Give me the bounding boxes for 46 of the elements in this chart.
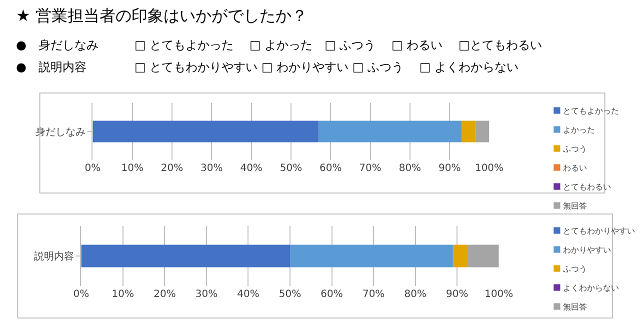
x-tick-label: 90% [438, 163, 461, 174]
bar [461, 120, 476, 142]
legend-label: よかった [562, 126, 595, 135]
legend-label: とてもわかりやすい [562, 226, 635, 236]
legend-label: よくわからない [562, 284, 619, 293]
x-tick-label: 100% [484, 289, 514, 300]
x-tick-label: 70% [359, 163, 382, 174]
bar [468, 244, 499, 268]
bar [452, 244, 468, 268]
x-tick-label: 50% [280, 163, 302, 174]
x-tick-label: 10% [112, 289, 134, 300]
legend-label: わかりやすい [562, 246, 611, 255]
legend-label: とてもわるい [562, 182, 611, 192]
x-tick-label: 90% [446, 289, 468, 300]
x-tick-label: 50% [278, 289, 302, 300]
x-tick-label: 30% [200, 163, 223, 174]
legend-label: ふつう [562, 264, 587, 274]
x-tick-label: 70% [362, 289, 385, 300]
x-tick-label: 80% [398, 163, 422, 174]
x-tick-label: 40% [237, 289, 260, 300]
legend-label: 無回答 [562, 202, 587, 211]
y-tick-label: 説明内容 [34, 250, 74, 262]
x-tick-label: 20% [154, 289, 176, 300]
legend-label: とてもよかった [562, 106, 619, 116]
legend-label: 無回答 [562, 302, 587, 312]
legend-label: わるい [562, 164, 587, 173]
x-tick-label: 100% [474, 163, 504, 174]
bar [475, 120, 490, 142]
x-tick-label: 40% [240, 163, 262, 174]
x-tick-label: 0% [73, 289, 90, 300]
text: ● 説明内容 □ とてもわかりやすい □ わかりやすい □ ふつう □ よくわからない [16, 60, 519, 74]
x-tick-label: 60% [320, 163, 342, 174]
y-tick-label: 身だしなみ [36, 126, 86, 138]
bar [290, 244, 453, 268]
chart-title: ★ 営業担当者の印象はいかがでしたか？ [16, 6, 308, 25]
bar [318, 120, 462, 142]
x-tick-label: 30% [195, 289, 218, 300]
bar [81, 244, 290, 268]
bar [92, 120, 319, 142]
x-tick-label: 20% [160, 163, 184, 174]
legend-label: ふつう [562, 144, 587, 154]
x-tick-label: 60% [320, 289, 343, 300]
x-tick-label: 10% [121, 163, 144, 174]
x-tick-label: 80% [404, 289, 426, 300]
x-tick-label: 0% [84, 163, 101, 174]
text: ● 身だしなみ □ とてもよかった □ よかった □ ふつう □ わるい □とてもわるい [16, 38, 542, 52]
